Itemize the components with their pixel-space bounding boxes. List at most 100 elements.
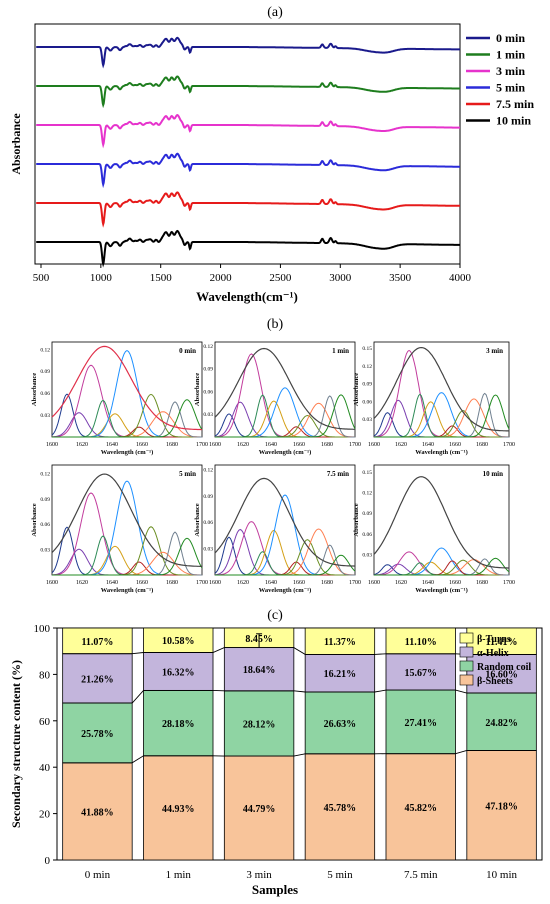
fit-component-peak — [374, 394, 510, 438]
fit-y-tick-label: 0.15 — [362, 470, 372, 476]
bar-x-tick-label: 10 min — [486, 869, 517, 881]
bar-value-label: 11.41% — [486, 637, 518, 648]
fit-y-tick-label: 0.12 — [362, 491, 372, 497]
fit-component-peak — [215, 394, 356, 438]
bar-y-tick-label: 100 — [34, 623, 51, 635]
ftir-x-tick-label: 2000 — [210, 272, 233, 284]
panel-label-b: (b) — [267, 317, 284, 332]
fit-envelope — [51, 473, 202, 567]
fit-y-tick-label: 0.09 — [40, 497, 50, 503]
fit-component-peak — [215, 554, 356, 576]
fit-y-tick-label: 0.12 — [203, 344, 213, 350]
bar-value-label: 27.41% — [405, 718, 438, 729]
fit-y-tick-label: 0.09 — [362, 382, 372, 388]
bar-connector-line — [62, 689, 537, 704]
bar-value-label: 11.07% — [81, 637, 113, 648]
fit-subplot: 10 min 1600 1620 1640 1660 1680 1700 0.03 0.06 0.… — [353, 464, 515, 594]
fit-subplot: 1 min 1600 1620 1640 1660 1680 1700 0.03 0.06 0.0… — [194, 341, 361, 456]
bar-segment — [304, 654, 376, 693]
bar-segment — [385, 653, 456, 691]
ftir-series-lines — [36, 36, 461, 268]
bar-value-label: 44.93% — [162, 804, 195, 815]
bar-y-tick-label: 0 — [45, 855, 51, 867]
bar-value-label: 26.63% — [324, 719, 357, 730]
bar-value-label: 16.21% — [324, 669, 357, 680]
fit-envelope — [214, 477, 356, 567]
fit-component-peak — [374, 401, 509, 438]
fit-x-tick-label: 1660 — [293, 580, 305, 586]
fit-x-tick-label: 1680 — [476, 442, 488, 448]
fit-subplot-title: 10 min — [483, 470, 504, 478]
bar-x-tick-label: 3 min — [246, 869, 272, 881]
fit-y-tick-label: 0.12 — [40, 471, 50, 477]
ftir-legend-label: 7.5 min — [496, 97, 534, 111]
ftir-series-line — [36, 191, 460, 228]
bar-legend-swatch — [459, 632, 474, 644]
bar-value-label: 44.79% — [243, 804, 276, 815]
bar-legend-label: Random coil — [477, 662, 531, 673]
fit-y-tick-label: 0.12 — [203, 467, 213, 473]
ftir-legend-label: 5 min — [496, 81, 525, 95]
bar-segment — [62, 762, 133, 861]
fit-subplot-title: 0 min — [179, 347, 196, 355]
fit-y-tick-label: 0.09 — [203, 494, 213, 500]
bar-value-label: 28.18% — [162, 719, 195, 730]
ftir-series-line — [36, 36, 461, 69]
bar-plot-frame — [56, 627, 543, 861]
fit-x-tick-label: 1680 — [321, 442, 333, 448]
ftir-series-line — [36, 229, 460, 268]
bar-value-label: 21.26% — [81, 674, 114, 685]
fit-x-tick-label: 1600 — [209, 580, 221, 586]
fit-y-axis-label: Absorbance — [353, 373, 360, 406]
bar-value-label: 11.37% — [324, 637, 356, 648]
fit-y-tick-label: 0.03 — [203, 547, 213, 553]
fit-y-tick-label: 0.03 — [362, 417, 372, 423]
fit-x-tick-label: 1620 — [76, 442, 88, 448]
ftir-series-line — [36, 152, 460, 189]
bar-legend-swatch — [459, 646, 474, 658]
fit-component-peak — [52, 492, 202, 576]
fit-component-peak — [52, 399, 203, 438]
fit-component-peak — [215, 426, 355, 438]
fit-y-tick-label: 0.03 — [362, 552, 372, 558]
fit-x-axis-label: Wavelength (cm⁻¹) — [101, 449, 154, 456]
fit-y-tick-label: 0.06 — [203, 520, 213, 526]
fit-x-tick-label: 1600 — [46, 580, 58, 586]
fit-envelope — [51, 345, 203, 431]
fit-x-tick-label: 1640 — [265, 442, 277, 448]
bar-x-axis-label: Samples — [252, 882, 298, 897]
ftir-legend-label: 10 min — [496, 114, 531, 128]
ftir-legend-label: 3 min — [496, 64, 525, 78]
fit-x-tick-label: 1620 — [395, 580, 407, 586]
ftir-x-tick-label: 1000 — [90, 272, 113, 284]
fit-envelope — [373, 476, 509, 569]
ftir-spectra-chart: Absorbance Wavelength(cm⁻¹) 500 1000 1500 2… — [9, 23, 534, 304]
fit-x-tick-label: 1680 — [166, 580, 178, 586]
fit-component-peak — [215, 521, 355, 576]
fit-x-tick-label: 1600 — [46, 442, 58, 448]
fit-y-tick-label: 0.06 — [362, 532, 372, 538]
fit-subplot: 7.5 min 1600 1620 1640 1660 1680 1700 0.03 0.06 0… — [194, 464, 361, 594]
fit-component-peak — [52, 537, 203, 576]
ftir-series-line — [36, 75, 460, 109]
bar-value-label: 16.60% — [485, 670, 518, 681]
bar-x-tick-label: 7.5 min — [404, 869, 438, 881]
ftir-y-axis-label: Absorbance — [9, 113, 23, 175]
fit-x-axis-label: Wavelength (cm⁻¹) — [259, 449, 312, 456]
fit-x-tick-label: 1620 — [237, 580, 249, 586]
bar-segment — [223, 690, 295, 757]
bar-value-label: 16.32% — [162, 667, 195, 678]
fit-x-tick-label: 1640 — [422, 442, 434, 448]
fit-x-tick-label: 1680 — [321, 580, 333, 586]
fit-x-tick-label: 1660 — [449, 442, 461, 448]
fit-subplot-title: 7.5 min — [327, 470, 349, 478]
fit-x-tick-label: 1620 — [395, 442, 407, 448]
ftir-x-tick-label: 1500 — [150, 272, 173, 284]
ftir-x-tick-label: 4000 — [449, 272, 472, 284]
fit-x-tick-label: 1600 — [209, 442, 221, 448]
ftir-x-tick-label: 3500 — [389, 272, 412, 284]
fit-x-tick-label: 1680 — [166, 442, 178, 448]
panel-label-a: (a) — [267, 5, 283, 20]
fit-component-peak — [52, 480, 202, 576]
